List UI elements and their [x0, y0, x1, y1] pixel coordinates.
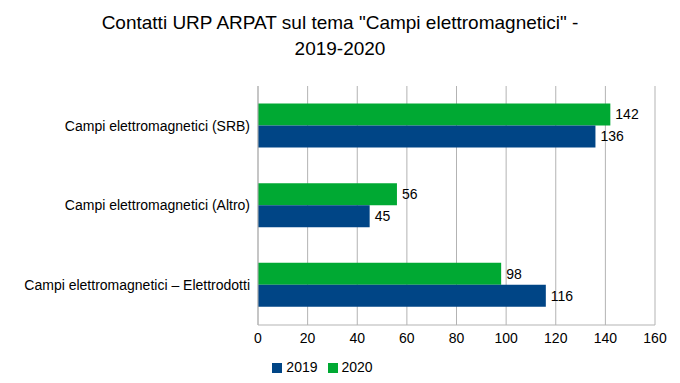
svg-text:120: 120	[544, 330, 568, 346]
svg-text:100: 100	[494, 330, 518, 346]
svg-text:Campi elettromagnetici – Elett: Campi elettromagnetici – Elettrodotti	[24, 277, 250, 293]
svg-text:56: 56	[402, 186, 418, 202]
svg-text:Campi elettromagnetici (Altro): Campi elettromagnetici (Altro)	[65, 197, 250, 213]
svg-text:Campi elettromagnetici (SRB): Campi elettromagnetici (SRB)	[65, 118, 250, 134]
svg-text:142: 142	[615, 106, 639, 122]
html-text:Contatti URP ARPAT sul tema "C: Contatti URP ARPAT sul tema "Campi elett…	[101, 12, 579, 59]
html-text:2019: 2019	[286, 359, 318, 375]
svg-text:140: 140	[594, 330, 618, 346]
svg-text:40: 40	[349, 330, 365, 346]
html-text:2020: 2020	[341, 359, 373, 375]
svg-text:20: 20	[300, 330, 316, 346]
svg-text:0: 0	[254, 330, 262, 346]
svg-text:160: 160	[643, 330, 667, 346]
svg-text:80: 80	[449, 330, 465, 346]
svg-text:45: 45	[375, 208, 391, 224]
svg-text:136: 136	[600, 128, 624, 144]
svg-text:60: 60	[399, 330, 415, 346]
svg-text:98: 98	[506, 266, 522, 282]
svg-text:116: 116	[551, 288, 574, 304]
